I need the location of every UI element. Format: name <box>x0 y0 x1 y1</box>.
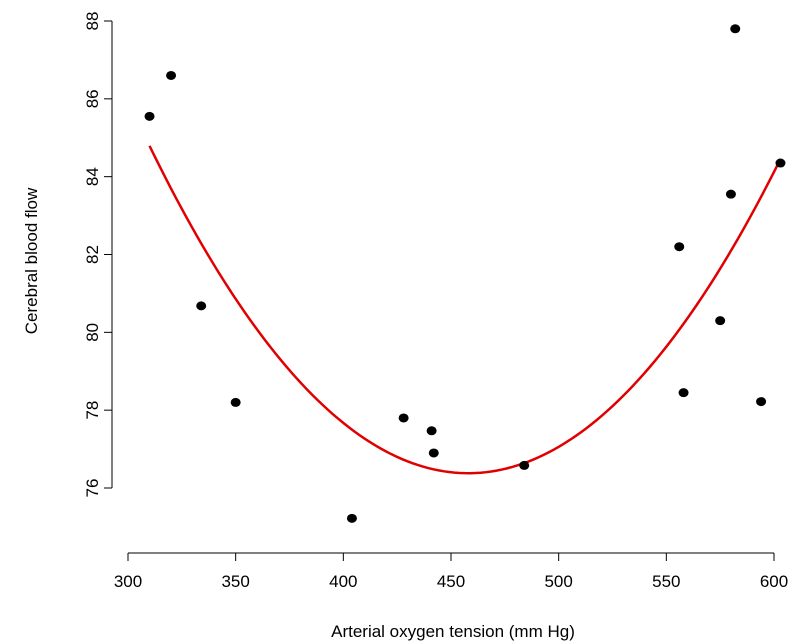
data-point <box>678 388 689 398</box>
fitted-curve <box>148 145 782 475</box>
data-point <box>715 316 726 326</box>
data-point <box>725 189 736 199</box>
y-tick-label: 88 <box>83 12 102 31</box>
data-point <box>144 111 155 121</box>
data-point <box>428 448 439 458</box>
y-tick-label: 82 <box>83 245 102 264</box>
data-point <box>398 413 409 423</box>
data-point <box>775 158 786 168</box>
data-point <box>166 70 177 80</box>
y-axis-ticks: 76 78 80 82 84 86 88 <box>83 12 112 498</box>
data-point <box>196 301 207 311</box>
x-tick-label: 500 <box>544 572 572 591</box>
x-tick-label: 450 <box>437 572 465 591</box>
axes <box>111 21 774 554</box>
x-axis-title: Arterial oxygen tension (mm Hg) <box>331 622 575 641</box>
data-point <box>346 513 357 523</box>
x-tick-label: 400 <box>329 572 357 591</box>
y-tick-label: 86 <box>83 89 102 108</box>
x-tick-label: 550 <box>652 572 680 591</box>
data-point <box>756 397 767 407</box>
y-tick-label: 78 <box>83 401 102 420</box>
x-tick-label: 600 <box>760 572 788 591</box>
data-point <box>426 426 437 436</box>
y-tick-label: 84 <box>83 167 102 186</box>
x-tick-label: 300 <box>114 572 142 591</box>
data-point <box>519 460 530 470</box>
y-tick-label: 80 <box>83 323 102 342</box>
data-point <box>674 242 685 252</box>
x-axis-ticks: 300 350 400 450 500 550 600 <box>114 553 788 591</box>
y-axis-title: Cerebral blood flow <box>22 187 41 334</box>
data-point <box>730 24 741 34</box>
data-points <box>144 24 786 523</box>
data-point <box>230 397 241 407</box>
y-tick-label: 76 <box>83 479 102 498</box>
x-tick-label: 350 <box>221 572 249 591</box>
